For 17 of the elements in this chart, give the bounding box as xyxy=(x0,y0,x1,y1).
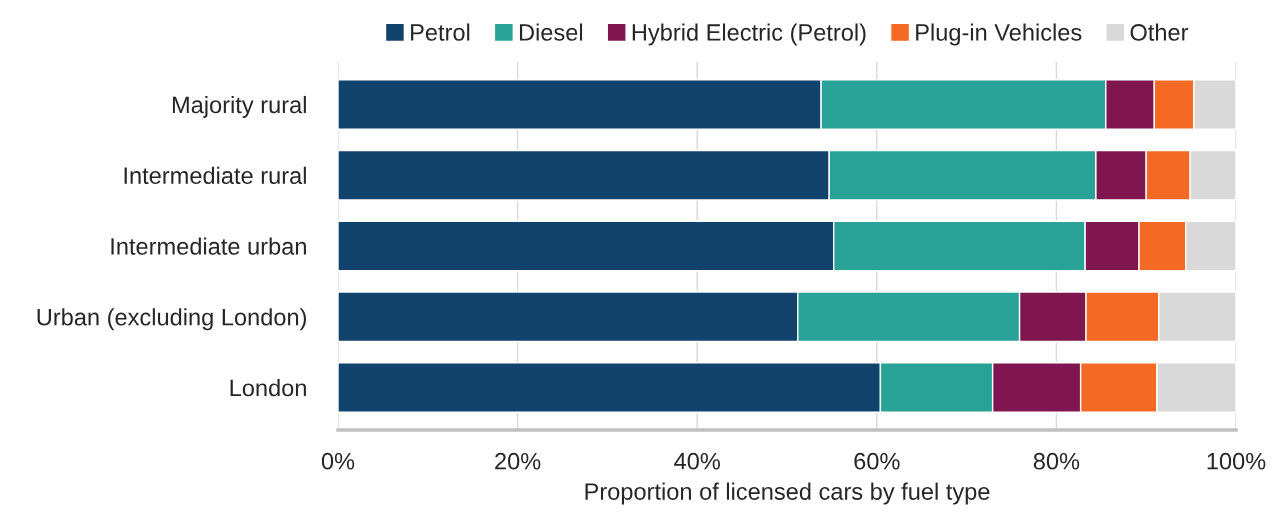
y-tick-label: Intermediate urban xyxy=(111,237,306,255)
y-tick-label: Intermediate rural xyxy=(124,166,306,185)
legend-label: Petrol xyxy=(411,23,470,41)
x-tick-label: 20% xyxy=(495,452,541,470)
y-tick-label: London xyxy=(230,378,306,397)
y-tick-label: Urban (excluding London) xyxy=(37,308,306,331)
x-tick-label: 0% xyxy=(321,452,355,470)
legend-label: Other xyxy=(1130,23,1189,41)
x-tick-label: 40% xyxy=(674,452,720,470)
legend-label: Diesel xyxy=(519,23,583,41)
legend-label: Hybrid Electric (Petrol) xyxy=(632,23,866,46)
y-tick-label: Majority rural xyxy=(172,95,306,118)
x-tick-label: 60% xyxy=(854,452,900,470)
x-axis-title: Proportion of licensed cars by fuel type xyxy=(585,482,990,505)
x-tick-label: 100% xyxy=(1207,452,1266,470)
x-tick-label: 80% xyxy=(1033,452,1080,470)
legend-label: Plug-in Vehicles xyxy=(916,23,1082,46)
